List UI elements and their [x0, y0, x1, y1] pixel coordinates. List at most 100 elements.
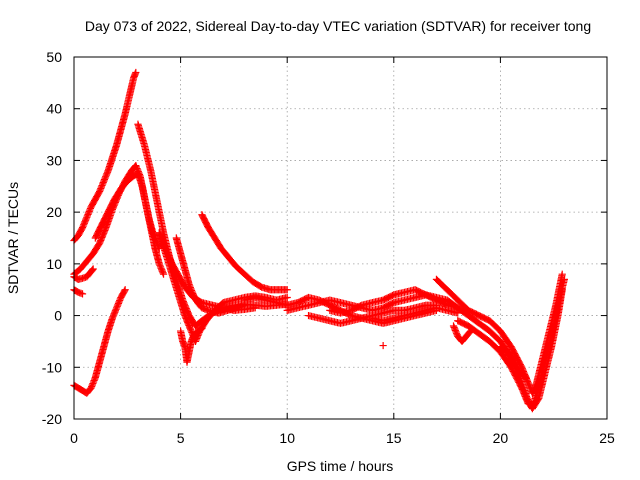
series-arc-6h-decay — [198, 211, 291, 294]
data-point — [424, 292, 433, 300]
series-arc-17h-c — [454, 275, 568, 410]
data-point — [458, 319, 466, 327]
y-tick-label: 30 — [46, 152, 62, 168]
series-arc-5h-dip — [172, 234, 249, 317]
data-point — [384, 293, 393, 302]
data-point — [300, 295, 309, 304]
data-point — [480, 314, 489, 322]
data-point — [420, 290, 429, 298]
data-point — [428, 294, 437, 302]
chart-title: Day 073 of 2022, Sidereal Day-to-day VTE… — [85, 18, 591, 34]
data-point — [419, 289, 427, 298]
data-point — [383, 294, 391, 302]
x-tick-label: 0 — [70, 430, 78, 446]
x-tick-label: 20 — [493, 430, 509, 446]
data-point — [256, 282, 264, 290]
y-tick-label: 10 — [46, 256, 62, 272]
data-point — [347, 306, 355, 314]
y-tick-label: 50 — [46, 49, 62, 65]
data-point — [388, 299, 397, 307]
y-tick-label: 0 — [54, 308, 62, 324]
data-point — [470, 309, 478, 317]
data-point — [95, 189, 103, 197]
data-point — [379, 341, 387, 350]
y-axis-label: SDTVAR / TECUs — [5, 182, 21, 294]
x-axis-label: GPS time / hours — [287, 458, 394, 474]
data-point — [560, 275, 568, 283]
data-point — [120, 287, 129, 295]
data-point — [380, 303, 389, 311]
data-point — [88, 266, 97, 274]
data-point — [479, 313, 487, 322]
data-point — [387, 292, 395, 300]
data-point — [416, 288, 425, 296]
data-point — [379, 296, 387, 304]
y-tick-label: -10 — [42, 359, 62, 375]
y-tick-label: 20 — [46, 204, 62, 220]
x-tick-label: 25 — [599, 430, 615, 446]
data-point — [422, 291, 430, 299]
data-point — [296, 297, 305, 305]
series-arc-17h-a — [432, 270, 566, 397]
data-point — [89, 265, 97, 273]
data-point — [558, 270, 566, 278]
series-arc-20h-spur — [496, 343, 530, 382]
data-point — [382, 295, 390, 303]
data-point — [411, 286, 419, 294]
data-point — [471, 310, 479, 318]
x-tick-label: 5 — [177, 430, 185, 446]
data-point — [197, 325, 205, 333]
x-tick-label: 10 — [279, 430, 295, 446]
data-point — [383, 302, 391, 310]
data-point — [159, 270, 168, 278]
data-point — [432, 296, 441, 304]
data-point — [356, 302, 365, 310]
data-point — [438, 299, 446, 307]
data-point — [475, 311, 483, 320]
data-point — [468, 308, 477, 316]
data-point — [476, 312, 485, 320]
data-point — [456, 318, 465, 326]
data-point — [121, 286, 129, 294]
data-point — [251, 304, 259, 312]
data-point — [455, 317, 463, 325]
data-point — [472, 310, 481, 318]
data-point — [436, 298, 445, 306]
data-point — [95, 240, 103, 249]
data-point — [78, 290, 87, 298]
data-point — [454, 317, 462, 325]
data-point — [386, 293, 394, 301]
data-point — [354, 303, 362, 311]
series-arc-early-neg — [70, 286, 129, 397]
data-point — [521, 373, 529, 381]
data-point — [459, 319, 467, 327]
axis-ticks: 0 5 10 15 20 25 -20 -10 0 10 20 30 40 50 — [42, 49, 615, 446]
data-point — [388, 291, 397, 300]
data-point — [431, 295, 439, 304]
data-point — [283, 286, 291, 294]
data-point — [435, 297, 443, 305]
data-point — [434, 297, 442, 305]
data-point — [380, 295, 389, 304]
data-point — [418, 289, 426, 297]
data-point — [298, 297, 306, 305]
series-arc-early-dot — [70, 286, 87, 298]
data-point — [466, 327, 475, 335]
data-point — [351, 304, 359, 313]
y-tick-label: 40 — [46, 101, 62, 117]
data-point — [423, 291, 431, 300]
data-point — [483, 315, 491, 324]
series-isolated — [379, 341, 387, 350]
data-point — [283, 293, 291, 302]
series-arc-mid-peak — [91, 169, 168, 278]
data-point — [478, 313, 486, 321]
data-point — [299, 296, 307, 304]
data-point — [439, 299, 447, 307]
series-arc-upper-peak — [70, 68, 140, 245]
series-arc-18h-dip — [449, 322, 475, 346]
x-tick-label: 15 — [386, 430, 402, 446]
data-point — [387, 300, 395, 308]
data-point — [522, 374, 530, 382]
series-band-mid-4 — [326, 286, 462, 317]
